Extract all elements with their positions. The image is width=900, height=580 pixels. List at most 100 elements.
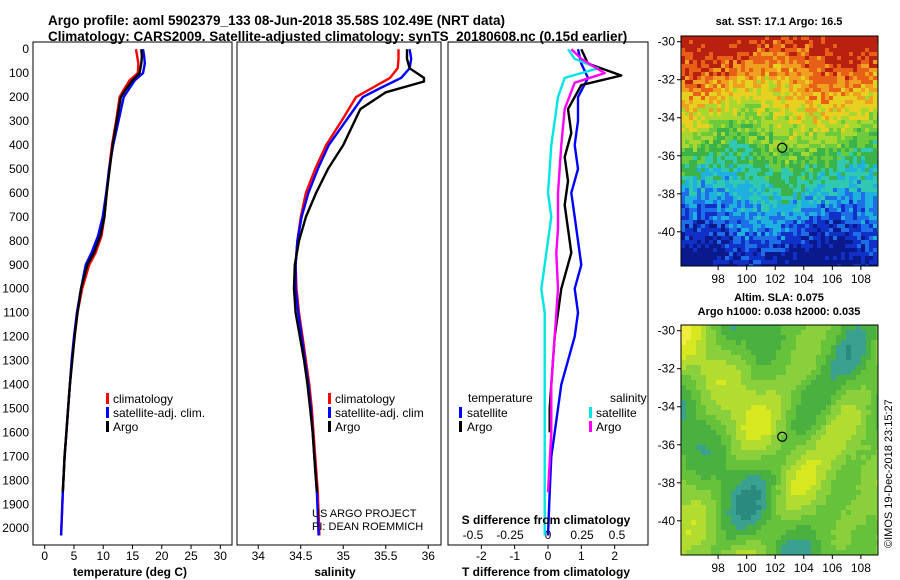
map-cell (685, 252, 690, 257)
map-cell (745, 164, 750, 169)
map-cell (826, 530, 832, 536)
map-cell (811, 380, 817, 386)
map-cell (836, 540, 842, 546)
map-cell (761, 200, 766, 205)
map-cell (681, 208, 686, 213)
map-cell (731, 525, 737, 531)
map-cell (841, 260, 846, 265)
map-cell (701, 40, 706, 45)
map-cell (856, 335, 862, 341)
map-cell (773, 68, 778, 73)
map-cell (741, 184, 746, 189)
map-cell (797, 116, 802, 121)
map-cell (716, 435, 722, 441)
map-cell (746, 335, 752, 341)
map-cell (821, 212, 826, 217)
map-cell (856, 490, 862, 496)
map-cell (805, 260, 810, 265)
map-cell (725, 96, 730, 101)
map-cell (801, 220, 806, 225)
map-cell (826, 440, 832, 446)
map-cell (813, 244, 818, 249)
map-cell (856, 500, 862, 506)
map-cell (691, 335, 697, 341)
map-cell (793, 220, 798, 225)
map-cell (701, 164, 706, 169)
map-cell (721, 172, 726, 177)
map-cell (837, 168, 842, 173)
map-cell (871, 365, 877, 371)
map-cell (785, 112, 790, 117)
map-cell (721, 325, 727, 331)
map-cell (865, 232, 870, 237)
map-cell (681, 370, 687, 376)
map-cell (805, 56, 810, 61)
map-cell (713, 204, 718, 209)
map-cell (781, 485, 787, 491)
map-cell (853, 112, 858, 117)
map-cell (833, 44, 838, 49)
map-cell (836, 500, 842, 506)
map-cell (696, 470, 702, 476)
map-cell (749, 240, 754, 245)
map-cell (746, 470, 752, 476)
map-cell (861, 264, 866, 266)
map-cell (811, 530, 817, 536)
map-cell (809, 128, 814, 133)
map-cell (693, 260, 698, 265)
map-cell (825, 152, 830, 157)
s-diff-tick-label: -0.25 (496, 528, 524, 542)
map-cell (869, 140, 874, 145)
map-cell (789, 96, 794, 101)
map-cell (693, 256, 698, 261)
map-cell (696, 325, 702, 331)
map-cell (791, 375, 797, 381)
map-cell (809, 148, 814, 153)
map-cell (861, 56, 866, 61)
map-cell (873, 144, 878, 149)
map-cell (797, 208, 802, 213)
map-cell (701, 192, 706, 197)
map-cell (751, 425, 757, 431)
map-cell (836, 365, 842, 371)
map-cell (837, 156, 842, 161)
map-cell (793, 128, 798, 133)
map-cell (871, 420, 877, 426)
map-cell (813, 112, 818, 117)
map-cell (853, 116, 858, 121)
map-cell (701, 460, 707, 466)
map-cell (831, 325, 837, 331)
map-cell (841, 224, 846, 229)
map-cell (749, 40, 754, 45)
map-cell (705, 184, 710, 189)
map-cell (705, 56, 710, 61)
map-cell (841, 525, 847, 531)
map-cell (781, 480, 787, 486)
map-cell (751, 475, 757, 481)
map-cell (781, 400, 787, 406)
map-cell (876, 350, 878, 356)
map-cell (721, 184, 726, 189)
map-cell (721, 425, 727, 431)
map-cell (753, 128, 758, 133)
map-cell (831, 540, 837, 546)
map-cell (711, 485, 717, 491)
map-cell (833, 160, 838, 165)
map-cell (761, 128, 766, 133)
map-cell (791, 420, 797, 426)
map-cell (805, 48, 810, 53)
map-cell (846, 400, 852, 406)
map-cell (717, 128, 722, 133)
map-cell (816, 535, 822, 541)
map-cell (729, 112, 734, 117)
map-cell (826, 435, 832, 441)
map-cell (705, 180, 710, 185)
map-cell (811, 475, 817, 481)
map-cell (737, 236, 742, 241)
map-cell (789, 120, 794, 125)
map-lon-label: 100 (737, 272, 757, 286)
map-cell (716, 350, 722, 356)
map-cell (825, 84, 830, 89)
map-cell (817, 156, 822, 161)
map-cell (737, 180, 742, 185)
